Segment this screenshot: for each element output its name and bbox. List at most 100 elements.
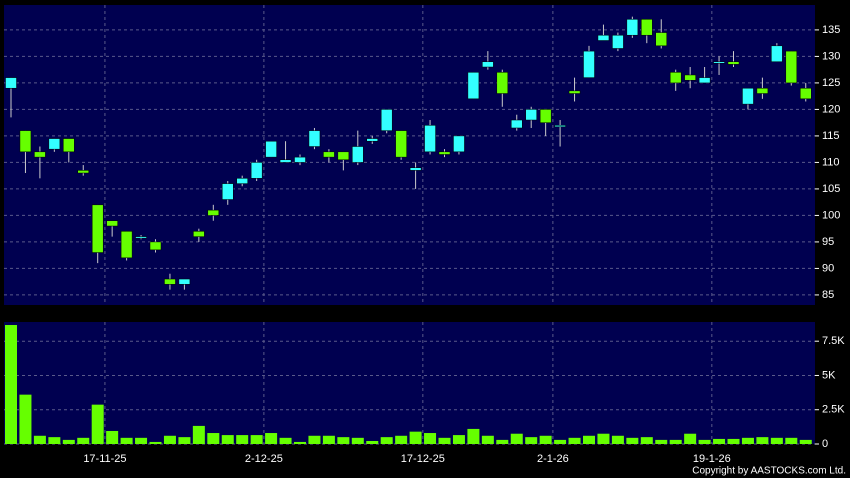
volume-bar: [192, 425, 205, 444]
volume-bar: [19, 394, 32, 444]
candle-body: [641, 19, 653, 36]
candle-body: [525, 109, 537, 121]
candle-body: [539, 109, 552, 123]
price-panel: [4, 5, 815, 305]
candle-body: [265, 140, 277, 158]
volume-bar: [424, 433, 437, 444]
volume-bar: [294, 441, 306, 444]
candle-body: [612, 34, 624, 49]
volume-bar: [322, 435, 335, 444]
candle-body: [482, 61, 494, 68]
volume-bar: [91, 404, 104, 444]
volume-bar: [77, 437, 90, 444]
volume-bar: [5, 325, 17, 444]
volume-bar: [120, 437, 133, 444]
volume-bar: [640, 437, 653, 444]
volume-bar: [48, 437, 61, 444]
candle-body: [250, 162, 263, 179]
y-tick-label: 5K: [822, 369, 836, 381]
candle-body: [742, 87, 754, 105]
candle-body: [222, 183, 234, 200]
x-tick-label: 2-12-25: [245, 453, 283, 465]
volume-bar: [308, 435, 321, 444]
volume-bar: [279, 437, 292, 444]
volume-bar: [438, 437, 451, 444]
candle-body: [164, 278, 176, 285]
y-tick-label: 7.5K: [822, 335, 845, 347]
y-tick-label: 110: [822, 156, 840, 168]
candle-body: [453, 135, 465, 153]
candle-body: [568, 90, 581, 94]
volume-bar: [221, 435, 234, 444]
candle-body: [785, 50, 798, 84]
volume-bar: [135, 437, 148, 444]
volume-bar: [207, 433, 220, 444]
candle-body: [424, 125, 436, 153]
y-tick-label: 95: [822, 236, 834, 248]
candle-body: [34, 151, 46, 158]
candle-body: [395, 130, 407, 158]
candle-body: [279, 159, 292, 163]
candle-body: [409, 167, 422, 171]
candle-body: [323, 151, 335, 158]
candle-body: [193, 231, 205, 237]
candle-body: [294, 156, 306, 163]
candle-body: [380, 109, 393, 131]
x-tick-label: 17-12-25: [401, 453, 445, 465]
volume-bar: [481, 435, 494, 444]
volume-bar: [452, 435, 465, 444]
volume-bar: [265, 433, 278, 444]
candle-body: [366, 138, 378, 142]
volume-bar: [568, 437, 581, 444]
candle-body: [106, 220, 118, 227]
candle-body: [727, 61, 740, 65]
volume-bar: [178, 437, 191, 444]
volume-bar: [611, 435, 624, 444]
volume-bar: [583, 435, 595, 444]
volume-bar: [380, 437, 393, 444]
y-tick-label: 120: [822, 103, 840, 115]
candle-body: [554, 125, 566, 128]
candle-body: [597, 34, 610, 41]
x-tick-label: 19-1-26: [693, 453, 731, 465]
volume-bar: [655, 439, 668, 444]
candle-body: [698, 77, 711, 84]
candle-body: [800, 87, 812, 100]
volume-bar: [337, 437, 350, 444]
candle-body: [149, 241, 162, 251]
y-tick-label: 105: [822, 183, 840, 195]
volume-bar: [554, 439, 567, 444]
volume-bar: [799, 439, 812, 444]
candle-body: [63, 138, 75, 153]
candle-body: [583, 50, 595, 78]
x-tick-label: 17-11-25: [83, 453, 126, 465]
candle-body: [352, 146, 364, 163]
volume-bar: [351, 437, 364, 444]
copyright: Copyright by AASTOCKS.com Ltd.: [692, 466, 846, 477]
volume-bar: [366, 440, 379, 444]
y-tick-label: 90: [822, 262, 834, 274]
volume-bar: [785, 437, 798, 444]
candle-body: [308, 130, 321, 147]
y-tick-label: 85: [822, 289, 834, 301]
volume-bar: [770, 437, 783, 444]
volume-bar: [106, 430, 119, 444]
candle-body: [120, 231, 133, 259]
volume-bar: [713, 438, 726, 444]
volume-bar: [597, 433, 610, 444]
volume-bar: [510, 433, 523, 444]
candle-body: [135, 236, 147, 239]
volume-bar: [756, 437, 769, 444]
candle-body: [178, 278, 191, 285]
volume-bar: [409, 431, 422, 444]
volume-bar: [698, 439, 711, 444]
volume-bar: [525, 437, 538, 444]
volume-bar: [496, 439, 509, 444]
y-tick-label: 115: [822, 130, 840, 142]
volume-bar: [684, 433, 697, 444]
candle-body: [496, 72, 509, 94]
candle-body: [655, 32, 667, 47]
volume-bar: [62, 439, 75, 444]
volume-bar: [741, 437, 754, 444]
volume-bar: [149, 441, 162, 444]
